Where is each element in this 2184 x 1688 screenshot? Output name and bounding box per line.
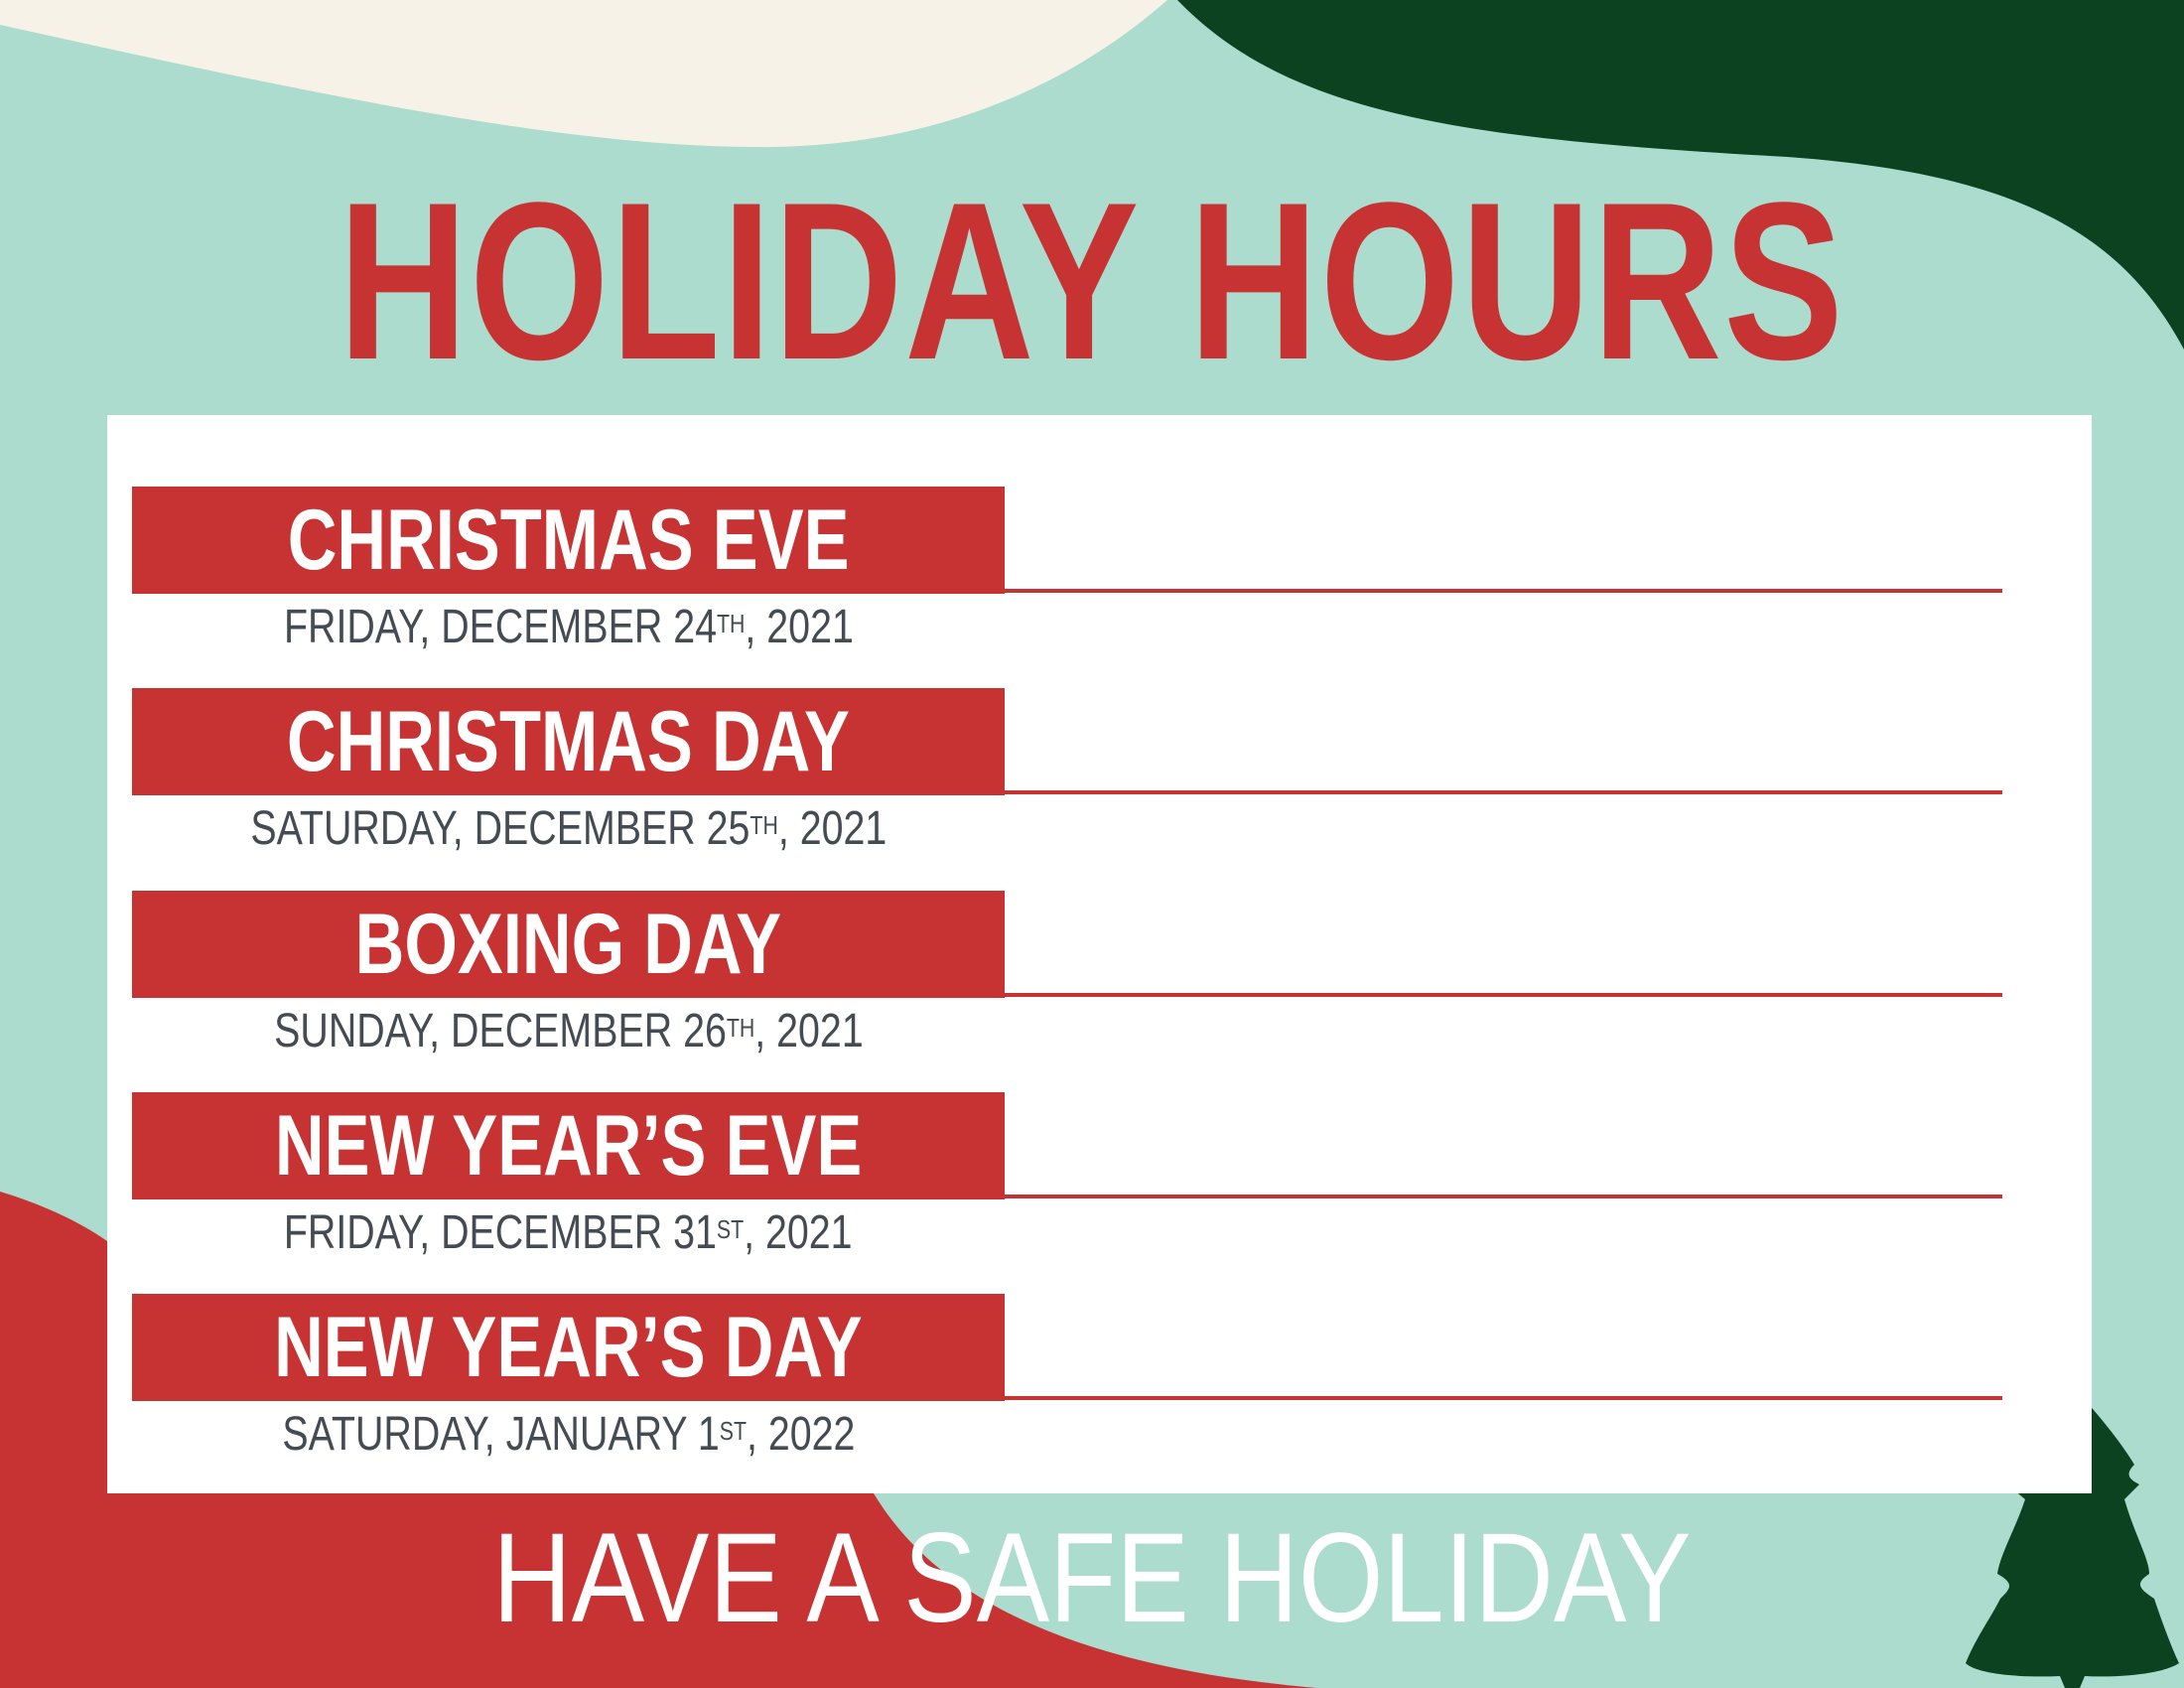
page-title: HOLIDAY HOURS xyxy=(0,167,2184,395)
date-suffix: ST xyxy=(717,1214,745,1244)
holiday-banner: NEW YEAR’S DAY xyxy=(132,1294,1005,1401)
hours-line xyxy=(1005,993,2002,997)
holiday-entry: CHRISTMAS DAY SATURDAY, DECEMBER 25TH, 2… xyxy=(132,688,2002,887)
hours-line xyxy=(1005,1195,2002,1198)
date-suffix: ST xyxy=(719,1416,747,1446)
date-year: , 2021 xyxy=(753,1005,864,1057)
hours-line xyxy=(1005,1396,2002,1400)
holiday-name: CHRISTMAS EVE xyxy=(287,492,850,588)
date-suffix: TH xyxy=(716,609,745,638)
title-text: HOLIDAY HOURS xyxy=(339,155,1845,406)
holiday-entry: CHRISTMAS EVE FRIDAY, DECEMBER 24TH, 202… xyxy=(132,487,2002,685)
hours-line xyxy=(1005,790,2002,794)
hours-line xyxy=(1005,589,2002,593)
date-text: SATURDAY, DECEMBER 25 xyxy=(250,802,751,855)
date-text: SUNDAY, DECEMBER 26 xyxy=(273,1005,727,1057)
holiday-entry: BOXING DAY SUNDAY, DECEMBER 26TH, 2021 xyxy=(132,891,2002,1089)
date-text: FRIDAY, DECEMBER 24 xyxy=(283,601,717,653)
date-year: , 2021 xyxy=(744,601,854,653)
footer-text: HAVE A SAFE HOLIDAY xyxy=(492,1507,1692,1649)
holiday-date: SUNDAY, DECEMBER 26TH, 2021 xyxy=(132,1000,1005,1063)
date-year: , 2021 xyxy=(777,802,887,855)
date-year: , 2021 xyxy=(744,1206,853,1259)
date-text: FRIDAY, DECEMBER 31 xyxy=(284,1206,718,1259)
holiday-name: NEW YEAR’S EVE xyxy=(274,1098,863,1194)
hours-panel: CHRISTMAS EVE FRIDAY, DECEMBER 24TH, 202… xyxy=(107,415,2092,1493)
holiday-date: SATURDAY, JANUARY 1ST, 2022 xyxy=(132,1403,1005,1467)
holiday-banner: BOXING DAY xyxy=(132,891,1005,998)
date-suffix: TH xyxy=(750,810,778,840)
holiday-date: SATURDAY, DECEMBER 25TH, 2021 xyxy=(132,797,1005,861)
holiday-entry: NEW YEAR’S EVE FRIDAY, DECEMBER 31ST, 20… xyxy=(132,1092,2002,1291)
date-suffix: TH xyxy=(726,1013,754,1043)
holiday-entry: NEW YEAR’S DAY SATURDAY, JANUARY 1ST, 20… xyxy=(132,1294,2002,1492)
holiday-banner: CHRISTMAS EVE xyxy=(132,487,1005,594)
date-year: , 2022 xyxy=(746,1408,856,1461)
holiday-date: FRIDAY, DECEMBER 24TH, 2021 xyxy=(132,596,1005,659)
holiday-date: FRIDAY, DECEMBER 31ST, 2021 xyxy=(132,1201,1005,1265)
holiday-name: BOXING DAY xyxy=(354,897,782,992)
red-shape xyxy=(0,1192,1316,1688)
holiday-banner: NEW YEAR’S EVE xyxy=(132,1092,1005,1199)
holiday-banner: CHRISTMAS DAY xyxy=(132,688,1005,795)
holiday-name: CHRISTMAS DAY xyxy=(286,694,851,789)
date-text: SATURDAY, JANUARY 1 xyxy=(281,1408,720,1461)
footer-message: HAVE A SAFE HOLIDAY xyxy=(0,1509,2184,1648)
cream-shape xyxy=(0,0,1167,148)
holiday-name: NEW YEAR’S DAY xyxy=(274,1300,863,1395)
dark-green-shape xyxy=(1177,0,2184,350)
